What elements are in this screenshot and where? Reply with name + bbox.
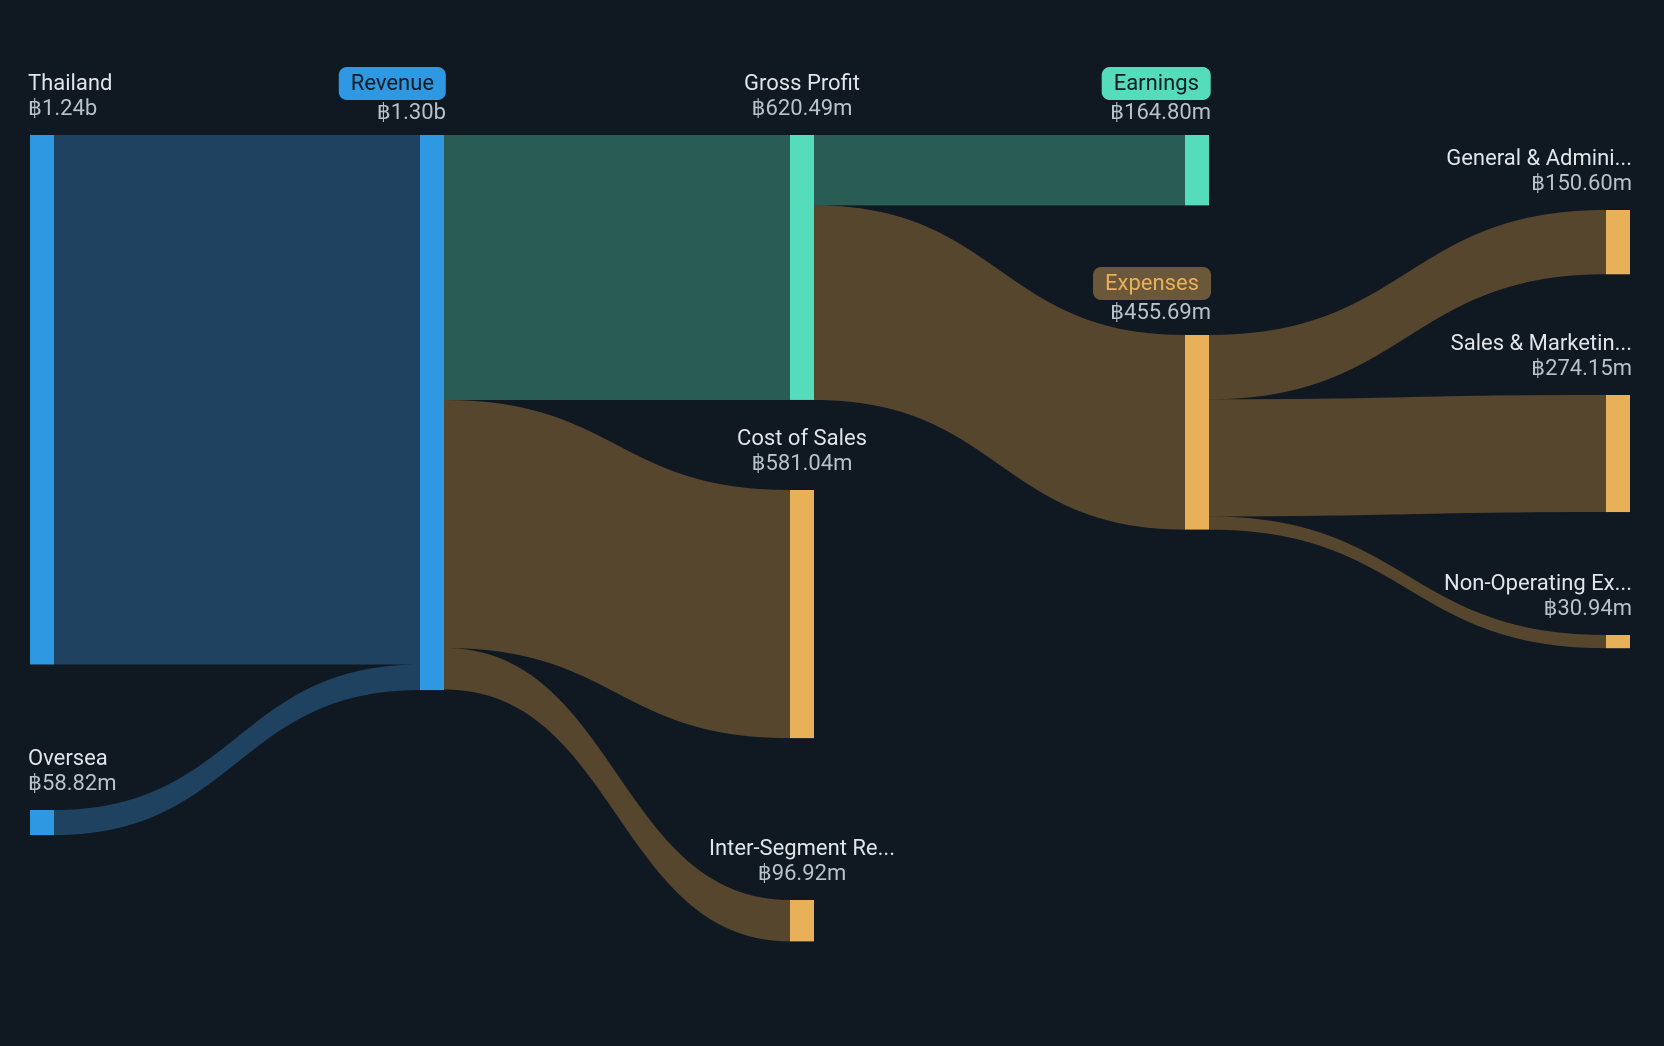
node-gross-profit [790, 135, 814, 400]
node-oversea [30, 810, 54, 835]
sankey-chart [0, 0, 1664, 1046]
node-general-admin [1606, 210, 1630, 274]
node-sales-marketing [1606, 395, 1630, 512]
node-earnings [1185, 135, 1209, 205]
node-inter-segment [790, 900, 814, 941]
node-thailand [30, 135, 54, 664]
node-revenue [420, 135, 444, 690]
node-non-operating [1606, 635, 1630, 648]
node-cost-of-sales [790, 490, 814, 738]
node-expenses [1185, 335, 1209, 530]
